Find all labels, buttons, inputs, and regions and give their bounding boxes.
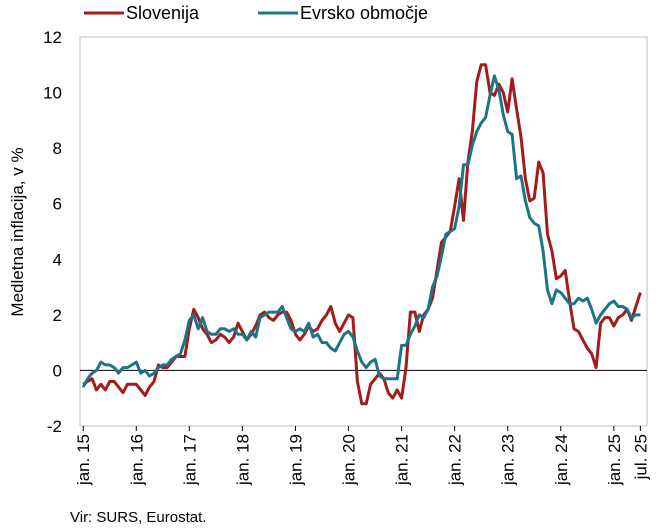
x-tick-label: jan. 19 (286, 434, 305, 486)
y-tick-label: 12 (43, 28, 62, 47)
series-line-evrsko-obmocje (81, 74, 641, 388)
legend-label-evrsko-obmocje: Evrsko območje (300, 3, 428, 23)
y-axis-title: Medletna inflacija, v % (8, 147, 27, 316)
x-tick-label: jan. 17 (180, 434, 199, 486)
x-tick-label: jan. 18 (233, 434, 252, 486)
x-axis-tick-labels: jan. 15 jan. 16 jan. 17 jan. 18 jan. 19 jan. … (74, 434, 650, 486)
y-tick-label: 8 (53, 139, 62, 158)
x-tick-label: jan. 15 (74, 434, 93, 486)
plot-area-frame (79, 36, 648, 427)
source-note: Vir: SURS, Eurostat. (70, 509, 206, 526)
legend-label-slovenija: Slovenija (126, 3, 200, 23)
y-tick-label: 6 (53, 195, 62, 214)
x-tick-label: jan. 25 (605, 434, 624, 486)
x-axis-tick-marks (82, 426, 641, 431)
y-tick-label: 4 (53, 250, 62, 269)
x-tick-label: jan. 16 (127, 434, 146, 486)
y-tick-label: 2 (53, 306, 62, 325)
x-tick-label: jul. 25 (631, 434, 650, 480)
x-tick-label: jan. 24 (552, 434, 571, 486)
x-tick-label: jan. 23 (499, 434, 518, 486)
series-lines (81, 63, 642, 406)
x-tick-label: jan. 21 (393, 434, 412, 486)
x-tick-label: jan. 22 (446, 434, 465, 486)
series-line-slovenija (82, 63, 642, 406)
y-tick-label: 10 (43, 84, 62, 103)
x-tick-label: jan. 20 (340, 434, 359, 486)
y-tick-label: 0 (53, 361, 62, 380)
legend: Slovenija Evrsko območje (84, 3, 428, 23)
y-axis-tick-labels: -2 0 2 4 6 8 10 12 (43, 28, 62, 436)
y-tick-label: -2 (47, 417, 62, 436)
